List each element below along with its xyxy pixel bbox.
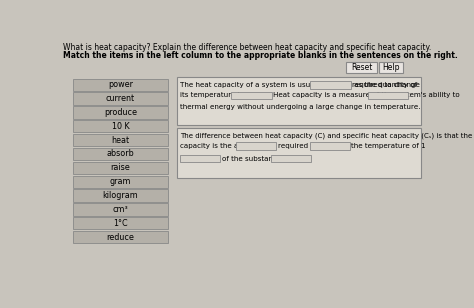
Text: produce: produce <box>104 108 137 117</box>
Text: thermal energy without undergoing a large change in temperature.: thermal energy without undergoing a larg… <box>180 104 420 110</box>
Bar <box>73 162 168 174</box>
Bar <box>310 142 350 150</box>
Text: What is heat capacity? Explain the difference between heat capacity and specific: What is heat capacity? Explain the diffe… <box>63 43 431 52</box>
Bar <box>73 106 168 119</box>
Bar <box>368 92 408 99</box>
Text: required to change: required to change <box>352 82 420 88</box>
Bar <box>73 189 168 202</box>
Text: cm³: cm³ <box>113 205 128 214</box>
Text: required to: required to <box>278 143 317 149</box>
Bar <box>231 92 272 99</box>
Bar <box>310 81 351 88</box>
Text: capacity is the amount of: capacity is the amount of <box>180 143 271 149</box>
Bar <box>73 176 168 188</box>
Text: Help: Help <box>382 63 400 72</box>
Text: The difference between heat capacity (C) and specific heat capacity (Cₛ) is that: The difference between heat capacity (C)… <box>180 132 474 139</box>
Text: of the substance by: of the substance by <box>222 156 292 162</box>
Bar <box>73 203 168 216</box>
Text: heat: heat <box>111 136 129 145</box>
Text: Match the items in the left column to the appropriate blanks in the sentences on: Match the items in the left column to th… <box>63 51 458 60</box>
Bar <box>177 128 421 178</box>
Text: 1°C: 1°C <box>113 219 128 228</box>
Text: its temperature by: its temperature by <box>180 92 246 99</box>
Text: reduce: reduce <box>107 233 135 242</box>
Bar <box>379 62 403 73</box>
Text: gram: gram <box>109 177 131 186</box>
Bar <box>73 148 168 160</box>
Text: power: power <box>108 80 133 89</box>
Bar <box>73 134 168 146</box>
Bar <box>271 155 311 162</box>
Bar <box>73 92 168 105</box>
Text: the temperature of 1: the temperature of 1 <box>351 143 426 149</box>
Text: absorb: absorb <box>107 149 134 159</box>
Bar <box>346 62 377 73</box>
Bar <box>180 155 220 162</box>
Text: The heat capacity of a system is usually defined as the quantity of: The heat capacity of a system is usually… <box>180 82 417 88</box>
Bar <box>73 120 168 132</box>
Bar <box>236 142 276 150</box>
Bar <box>177 77 421 125</box>
Bar <box>73 231 168 243</box>
Text: Reset: Reset <box>351 63 372 72</box>
Text: raise: raise <box>110 163 130 172</box>
Text: 10 K: 10 K <box>112 122 129 131</box>
Text: kilogram: kilogram <box>102 191 138 200</box>
Bar <box>73 217 168 229</box>
Text: Heat capacity is a measure of the system's ability to: Heat capacity is a measure of the system… <box>273 92 460 99</box>
Text: current: current <box>106 94 135 103</box>
Bar <box>73 79 168 91</box>
